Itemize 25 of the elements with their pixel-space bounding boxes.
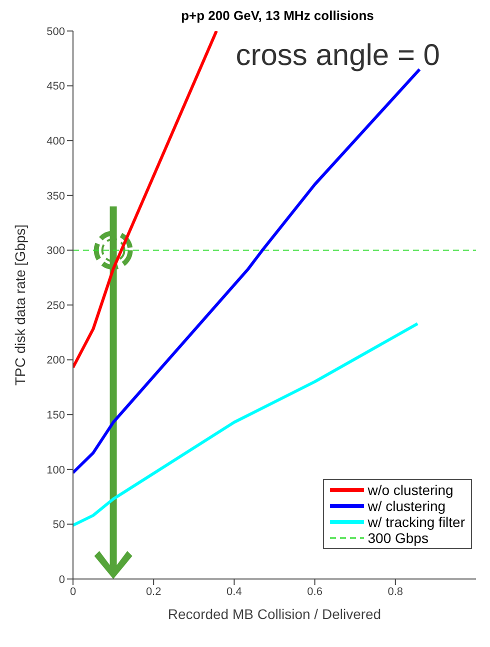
legend-label: w/ clustering bbox=[368, 498, 446, 514]
y-tick-label: 100 bbox=[46, 464, 65, 476]
line-series bbox=[73, 31, 218, 369]
y-tick-label: 350 bbox=[46, 190, 65, 202]
y-tick-label: 400 bbox=[46, 136, 65, 148]
y-tick-label: 200 bbox=[46, 354, 65, 367]
x-tick-label: 0.8 bbox=[388, 586, 404, 598]
y-tick-label: 500 bbox=[46, 26, 65, 38]
y-tick-label: 150 bbox=[46, 410, 65, 422]
chart-title: p+p 200 GeV, 13 MHz collisions bbox=[180, 8, 375, 25]
x-axis-title: Recorded MB Collision / Delivered bbox=[168, 606, 382, 622]
legend-label: 300 Gbps bbox=[368, 530, 428, 546]
legend-label: w/o clustering bbox=[368, 482, 454, 498]
y-tick-label: 50 bbox=[52, 519, 65, 532]
y-tick-label: 300 bbox=[46, 245, 65, 258]
x-tick-label: 0.2 bbox=[146, 586, 162, 598]
x-tick-label: 0 bbox=[70, 586, 76, 598]
y-axis-title: TPC disk data rate [Gbps] bbox=[12, 224, 28, 386]
y-tick-label: 450 bbox=[46, 80, 65, 93]
annotation: cross angle = 0 bbox=[236, 39, 440, 73]
y-tick-label: 250 bbox=[46, 300, 65, 312]
legend-label: w/ tracking filter bbox=[368, 514, 465, 530]
x-tick-label: 0.6 bbox=[307, 586, 322, 598]
y-tick-label: 0 bbox=[58, 574, 65, 586]
x-tick-label: 0.4 bbox=[226, 586, 242, 598]
